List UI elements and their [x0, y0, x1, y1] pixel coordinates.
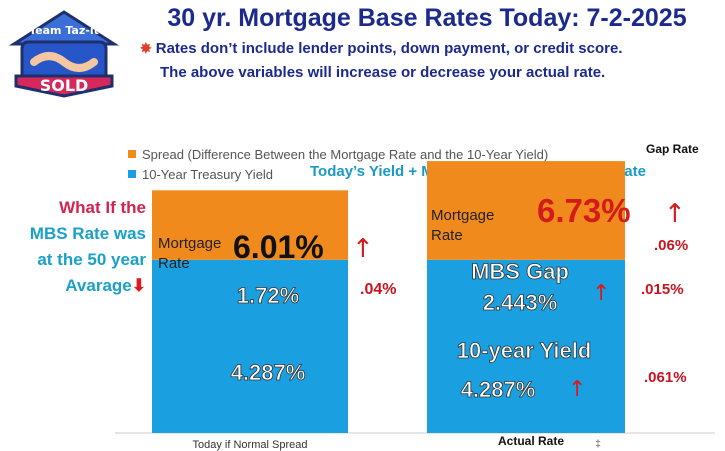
bar2-yield-up-arrow-icon: ↑: [568, 377, 586, 402]
bar2-up-arrow-icon: ↑: [664, 199, 686, 229]
bar2-mortgage-label-line2: Rate: [431, 227, 463, 244]
legend-item-spread: Spread (Difference Between the Mortgage …: [128, 147, 548, 162]
bar1-change-label: .04%: [360, 281, 396, 298]
disclaimer-line-1: ✸ Rates don’t include lender points, down…: [140, 40, 622, 57]
bar2-change-spread: .015%: [641, 281, 684, 298]
banner-ribbon-icon: [14, 74, 114, 98]
what-if-line-3: at the 50 year: [37, 250, 146, 269]
category-label-normal: Today if Normal Spread: [193, 439, 308, 451]
bar1-mortgage-label-line2: Rate: [158, 255, 190, 272]
page-title: 30 yr. Mortgage Base Rates Today: 7-2-20…: [167, 4, 687, 32]
disclaimer-text-1: Rates don’t include lender points, down …: [155, 40, 623, 57]
bar2-change-total: .06%: [654, 237, 688, 254]
bar1-mortgage-label-line1: Mortgage: [158, 235, 221, 252]
handshake-icon: [30, 52, 98, 72]
bar-segment-spread-1: [427, 161, 625, 260]
bar2-change-yield: .061%: [644, 369, 687, 386]
category-label-actual: Actual Rate: [498, 434, 564, 448]
down-arrow-icon: ⬇: [131, 276, 146, 295]
bar-segment-yield-0: [152, 259, 348, 433]
bar-segment-spread-0: [152, 190, 348, 260]
bar2-yield-label: 4.287%: [461, 377, 536, 402]
gap-rate-heading: Gap Rate: [646, 142, 699, 156]
legend-label-spread: Spread (Difference Between the Mortgage …: [142, 147, 549, 162]
what-if-note: What If the MBS Rate was at the 50 year …: [4, 195, 146, 299]
legend-swatch-spread: [128, 150, 136, 158]
bar2-mortgage-label-line1: Mortgage: [431, 207, 494, 224]
bars-layer: [152, 161, 625, 433]
what-if-line-4-text: Avarage: [65, 276, 132, 295]
bar2-spread-title: MBS Gap: [471, 259, 569, 284]
bar1-spread-label: 1.72%: [237, 283, 299, 308]
bar2-spread-up-arrow-icon: ↑: [592, 281, 610, 306]
logo-badge-text: SOLD: [40, 76, 89, 95]
bar2-total-label: 6.73%: [537, 192, 631, 229]
footnote-mark: ‡: [595, 439, 601, 450]
bar2-spread-label: 2.443%: [483, 290, 558, 315]
what-if-line-4: Avarage⬇: [4, 273, 146, 299]
explosion-icon: ✸: [140, 40, 152, 56]
legend-label-yield: 10-Year Treasury Yield: [142, 167, 274, 182]
legend-swatch-yield: [128, 170, 136, 178]
legend-item-yield: 10-Year Treasury Yield: [128, 167, 273, 182]
logo-top-text: Team Taz-it: [29, 24, 99, 37]
bar1-up-arrow-icon: ↑: [352, 234, 374, 264]
bar1-yield-label: 4.287%: [231, 360, 306, 385]
bar2-yield-title: 10-year Yield: [457, 338, 592, 363]
disclaimer-line-2: The above variables will increase or dec…: [160, 64, 606, 81]
team-logo: Team Taz-it SOLD: [8, 10, 120, 98]
bar-segment-yield-1: [427, 259, 625, 433]
what-if-line-2: MBS Rate was: [29, 224, 146, 243]
what-if-line-1: What If the: [59, 198, 146, 217]
bar1-total-label: 6.01%: [233, 229, 324, 265]
